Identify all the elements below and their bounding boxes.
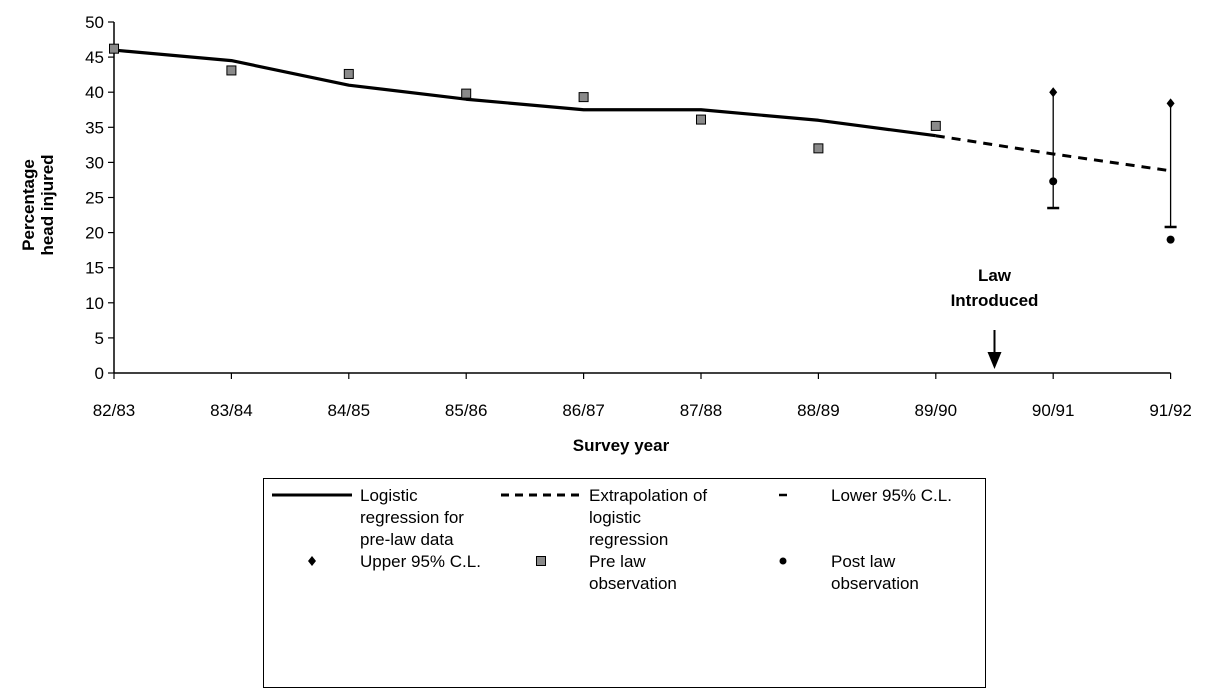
legend-label-line: Post law (831, 552, 896, 571)
x-tick-label: 87/88 (680, 401, 723, 420)
legend-label-line: Extrapolation of (589, 486, 708, 505)
y-tick-label: 25 (85, 189, 104, 208)
legend-symbol-diamond-marker (308, 556, 316, 566)
legend-label-line: Lower 95% C.L. (831, 486, 952, 505)
y-axis-title-line: head injured (38, 154, 57, 255)
law-introduced-annotation: Law Introduced (951, 266, 1039, 310)
legend-label-line: observation (589, 574, 677, 593)
legend-label-line: observation (831, 574, 919, 593)
legend-label-line: regression for (360, 508, 464, 527)
legend-glyph (536, 556, 546, 566)
legend-symbol-solid-line (272, 493, 352, 497)
legend-glyph (779, 557, 787, 565)
legend-symbol-dash-marker (779, 493, 787, 497)
axes (108, 21, 1172, 379)
legend-glyph (308, 556, 316, 566)
y-tick-label: 20 (85, 224, 104, 243)
legend: Logistic regression for pre-law data Extrap… (263, 478, 986, 688)
legend-label-line: regression (589, 530, 669, 549)
y-tick-label: 40 (85, 83, 104, 102)
y-axis-title: Percentagehead injured (19, 154, 57, 255)
y-axis-title-line: Percentage (19, 159, 38, 251)
chart-marks (109, 43, 1177, 369)
pre-law-marker (109, 43, 119, 54)
x-tick-label: 90/91 (1032, 401, 1075, 420)
x-tick-label: 82/83 (93, 401, 136, 420)
legend-label-line: Logistic (360, 486, 418, 505)
legend-label: Post law observation (831, 551, 981, 595)
y-tick-label: 30 (85, 153, 104, 172)
legend-label: Lower 95% C.L. (831, 485, 981, 507)
annotation-line: Law (978, 266, 1012, 285)
y-tick-label: 45 (85, 48, 104, 67)
y-tick-label: 50 (85, 13, 104, 32)
upper-cl-marker (1049, 87, 1058, 98)
pre-law-marker (226, 65, 237, 76)
pre-law-marker (696, 114, 706, 125)
legend-symbol-circle-marker (779, 557, 787, 565)
x-tick-label: 91/92 (1149, 401, 1192, 420)
regression-line (113, 48, 937, 138)
x-tick-label: 89/90 (915, 401, 958, 420)
pre-law-marker (930, 120, 941, 131)
extrapolation-line (935, 134, 1171, 173)
legend-label-line: logistic (589, 508, 641, 527)
law-arrow-head (987, 352, 1002, 369)
legend-label: Logistic regression for pre-law data (360, 485, 510, 551)
chart-labels: 0 5 10 15 20 25 30 35 40 45 50 82/83 83/84 84/85 85/86… (19, 13, 1192, 455)
legend-label-line: Upper 95% C.L. (360, 552, 481, 571)
post-law-marker (1166, 235, 1175, 244)
legend-symbol-dashed-line (501, 493, 581, 497)
x-tick-label: 88/89 (797, 401, 840, 420)
pre-law-marker (813, 143, 824, 154)
upper-cl-marker (1166, 98, 1175, 109)
y-tick-label: 10 (85, 294, 104, 313)
annotation-line: Introduced (951, 291, 1039, 310)
x-tick-label: 86/87 (562, 401, 605, 420)
x-tick-label: 85/86 (445, 401, 488, 420)
y-tick-label: 0 (95, 364, 104, 383)
y-tick-label: 5 (95, 329, 104, 348)
post-law-marker (1049, 177, 1058, 186)
x-axis-title: Survey year (573, 436, 670, 455)
legend-label: Pre law observation (589, 551, 739, 595)
legend-label-line: Pre law (589, 552, 646, 571)
legend-label: Extrapolation of logistic regression (589, 485, 739, 551)
pre-law-marker (461, 88, 472, 99)
legend-label-line: pre-law data (360, 530, 454, 549)
y-tick-label: 35 (85, 118, 104, 137)
legend-symbol-square-marker (536, 556, 546, 566)
pre-law-marker (343, 68, 354, 79)
pre-law-marker (578, 92, 589, 103)
legend-label: Upper 95% C.L. (360, 551, 510, 573)
x-tick-label: 83/84 (210, 401, 253, 420)
x-tick-label: 84/85 (328, 401, 371, 420)
y-tick-label: 15 (85, 259, 104, 278)
